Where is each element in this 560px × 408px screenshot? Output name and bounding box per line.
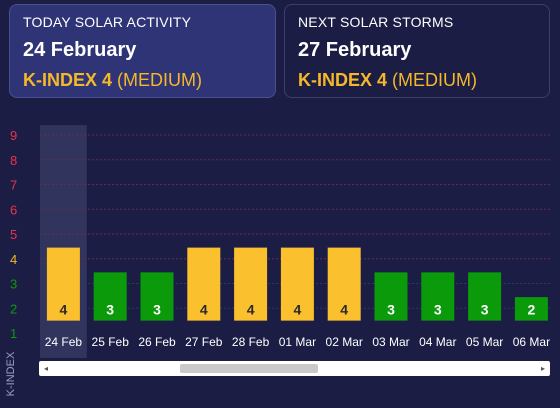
today-card-kindex: K-INDEX 4 (MEDIUM) <box>23 70 262 91</box>
bar-value-label: 3 <box>106 302 114 318</box>
y-tick-label: 5 <box>10 227 17 242</box>
next-storms-card: NEXT SOLAR STORMS 27 February K-INDEX 4 … <box>284 4 550 98</box>
x-tick-label: 28 Feb <box>232 335 270 349</box>
bar-value-label: 3 <box>387 302 395 318</box>
x-tick-label: 03 Mar <box>372 335 409 349</box>
y-tick-label: 1 <box>10 326 17 341</box>
scroll-thumb[interactable] <box>180 364 318 373</box>
bar <box>374 272 408 321</box>
bar-value-label: 4 <box>294 302 302 318</box>
bar-value-label: 4 <box>247 302 255 318</box>
bar <box>280 247 314 321</box>
next-card-kindex: K-INDEX 4 (MEDIUM) <box>298 70 536 91</box>
bar <box>514 297 548 321</box>
today-kindex-level: (MEDIUM) <box>117 70 203 90</box>
y-axis-title: K-INDEX <box>5 351 17 397</box>
today-kindex-value: K-INDEX 4 <box>23 70 113 90</box>
y-tick-label: 6 <box>10 202 17 217</box>
bar <box>468 272 502 321</box>
x-tick-label: 04 Mar <box>419 335 456 349</box>
y-tick-label: 8 <box>10 153 17 168</box>
bar-value-label: 3 <box>153 302 161 318</box>
kindex-bar-chart: 1 2 3 4 5 6 7 8 9 4 24 Feb 3 25 Feb 3 26 Feb 4 27 Feb 4 28… <box>10 125 550 358</box>
bar-value-label: 4 <box>60 302 68 318</box>
scroll-right-icon[interactable]: ▸ <box>540 364 545 373</box>
today-activity-card: TODAY SOLAR ACTIVITY 24 February K-INDEX… <box>9 4 276 98</box>
chart-scrollbar[interactable]: ◂ ▸ <box>39 361 550 376</box>
today-card-label: TODAY SOLAR ACTIVITY <box>23 14 192 30</box>
x-tick-label: 01 Mar <box>279 335 316 349</box>
today-card-date: 24 February <box>23 39 137 61</box>
y-tick-label: 3 <box>10 277 17 292</box>
bar <box>93 272 127 321</box>
bar-value-label: 4 <box>340 302 348 318</box>
x-tick-label: 27 Feb <box>185 335 223 349</box>
y-tick-label: 7 <box>10 178 17 193</box>
next-card-label: NEXT SOLAR STORMS <box>298 14 454 30</box>
bar <box>46 247 80 321</box>
x-tick-label: 05 Mar <box>466 335 503 349</box>
bar-value-label: 3 <box>481 302 489 318</box>
y-tick-label: 9 <box>10 128 17 143</box>
bar-value-label: 2 <box>528 302 536 318</box>
bar <box>327 247 361 321</box>
x-tick-label: 24 Feb <box>45 335 83 349</box>
next-kindex-level: (MEDIUM) <box>392 70 478 90</box>
x-tick-label: 02 Mar <box>326 335 363 349</box>
bar <box>421 272 455 321</box>
scroll-left-icon[interactable]: ◂ <box>43 364 48 373</box>
bar <box>140 272 174 321</box>
bar-value-label: 4 <box>200 302 208 318</box>
next-kindex-value: K-INDEX 4 <box>298 70 388 90</box>
y-tick-label: 4 <box>10 252 17 267</box>
bar <box>234 247 268 321</box>
highlight-column <box>40 125 87 358</box>
bar <box>187 247 221 321</box>
x-tick-label: 25 Feb <box>92 335 130 349</box>
y-tick-label: 2 <box>10 301 17 316</box>
x-tick-label: 26 Feb <box>138 335 176 349</box>
bar-value-label: 3 <box>434 302 442 318</box>
x-tick-label: 06 Mar <box>513 335 550 349</box>
next-card-date: 27 February <box>298 39 412 61</box>
